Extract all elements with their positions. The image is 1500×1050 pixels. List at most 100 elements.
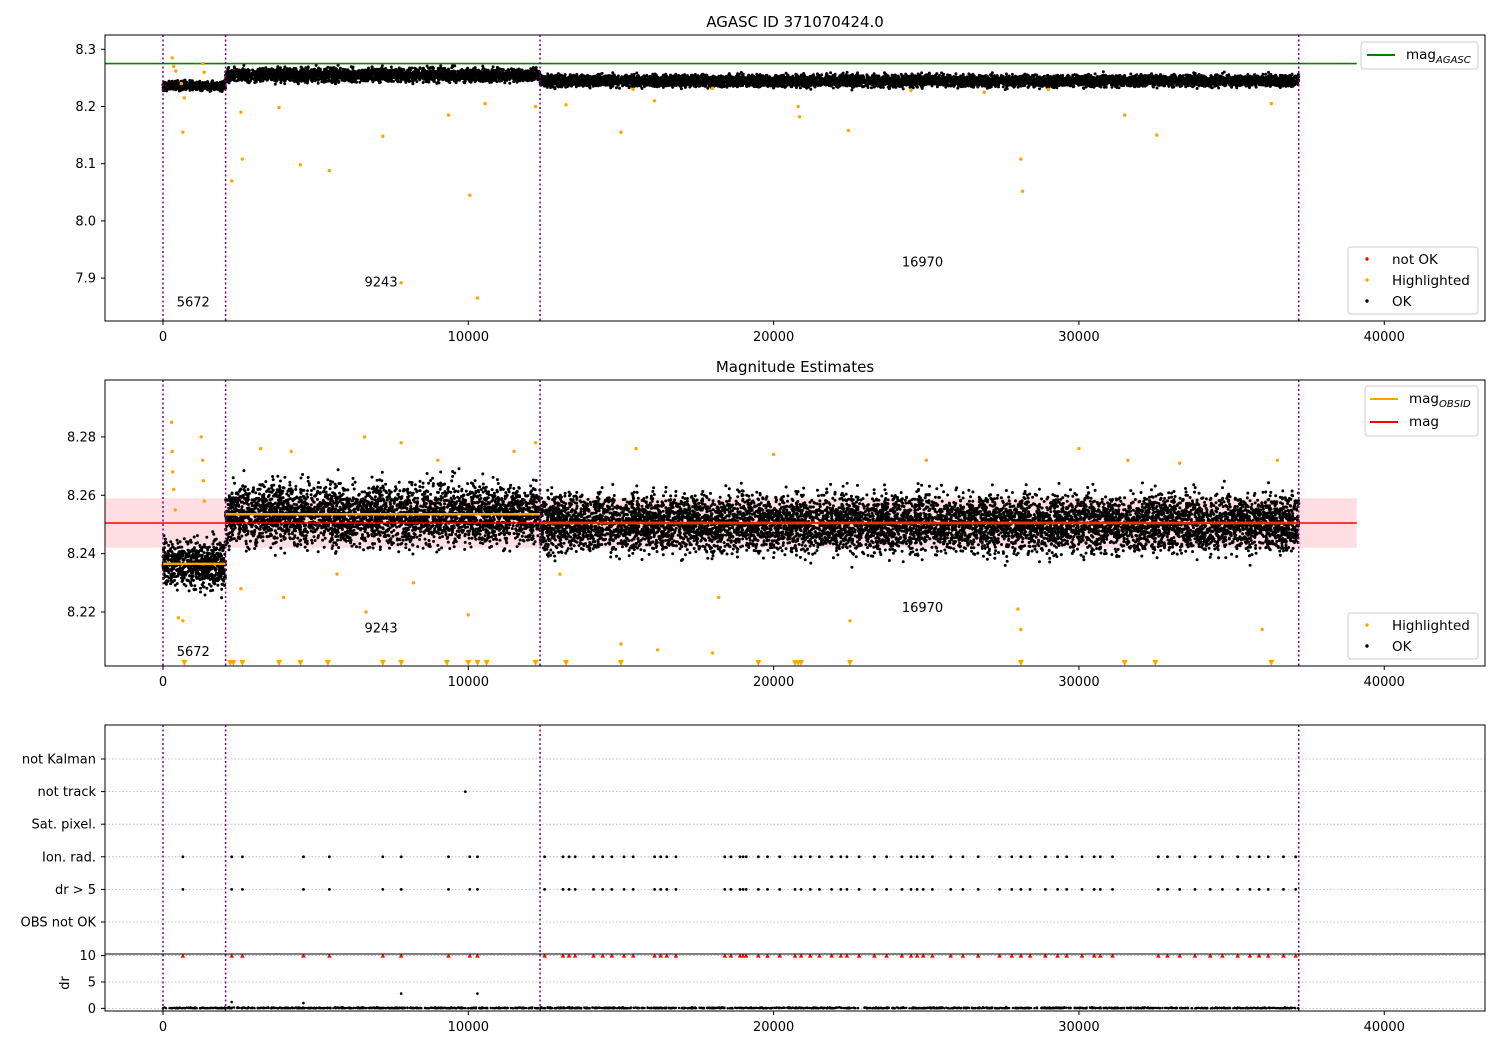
ok-point [170,82,174,86]
ok-point [482,70,486,74]
ok-point [315,72,319,76]
ok-point [381,74,385,77]
ok-point [173,79,177,83]
ok-point [164,86,168,90]
ok-point [1110,85,1114,89]
ok-point [354,70,358,74]
ok-point [429,77,433,81]
ok-point [418,76,422,80]
ok-point [408,66,412,70]
ok-point [355,80,358,84]
ok-point [381,76,385,80]
ok-point [920,71,924,75]
ok-point [475,77,479,81]
ok-point [194,85,198,89]
ok-point [304,66,308,70]
ok-point [189,88,193,92]
ok-point [208,89,212,93]
ok-point [528,78,532,82]
ok-point [429,66,433,70]
ok-point [251,68,255,72]
ok-point [275,68,279,72]
ok-point [244,70,248,74]
ok-point [435,70,439,74]
ok-point [501,68,505,72]
ok-point [246,68,250,72]
ok-point [246,73,249,77]
ok-point [483,79,487,83]
ok-point [490,69,494,73]
p1-ok-points [161,63,1301,93]
ok-point [392,74,396,78]
ok-point [258,73,262,77]
ok-point [443,66,447,70]
ok-point [227,66,231,69]
ok-point [468,80,472,83]
ok-point [397,66,401,70]
ok-point [312,72,316,76]
ok-point [220,82,224,86]
ok-point [335,76,339,80]
ok-point [182,83,186,87]
ok-point [443,76,447,80]
ok-point [379,69,383,73]
ok-point [448,73,452,76]
ok-point [492,79,495,83]
ok-point [460,76,464,80]
ok-point [329,69,333,73]
ok-point [383,71,387,74]
ok-point [299,77,303,81]
ok-point [258,67,262,71]
ok-point [326,65,330,69]
ok-point [291,75,295,79]
ok-point [262,75,265,79]
ok-point [500,72,503,76]
ok-point [398,72,402,75]
ok-point [310,70,314,73]
ok-point [231,78,235,82]
ok-point [188,79,192,82]
ok-point [321,72,325,76]
ok-point [351,67,355,70]
ok-point [316,81,320,85]
ok-point [467,75,471,79]
ok-point [421,66,425,70]
ok-point [422,69,426,73]
ok-point [301,68,304,72]
ok-point [503,81,507,85]
ok-point [486,70,490,74]
ok-point [508,81,512,85]
ok-point [173,83,177,87]
ok-point [518,69,521,73]
ok-point [412,70,415,74]
ok-point [266,75,270,79]
ok-point [424,80,428,84]
ok-point [409,72,413,76]
ok-point [275,74,279,78]
ok-point [432,72,436,76]
ok-point [445,68,449,72]
ok-point [182,87,185,91]
ok-point [322,77,326,81]
ok-point [468,68,472,72]
ok-point [310,79,314,83]
ok-point [406,69,410,72]
ok-point [330,81,334,85]
ok-point [513,73,517,77]
ok-point [534,66,538,70]
ok-point [397,75,401,79]
ok-point [279,74,283,78]
ok-point [253,73,257,77]
ok-point [363,73,367,77]
ok-point [369,69,373,73]
ok-point [177,87,181,91]
ok-point [373,77,377,81]
ok-point [491,65,495,69]
ok-point [333,72,337,76]
ok-point [207,85,211,89]
ok-point [338,72,342,76]
ok-point [287,77,291,81]
ok-point [399,80,403,84]
